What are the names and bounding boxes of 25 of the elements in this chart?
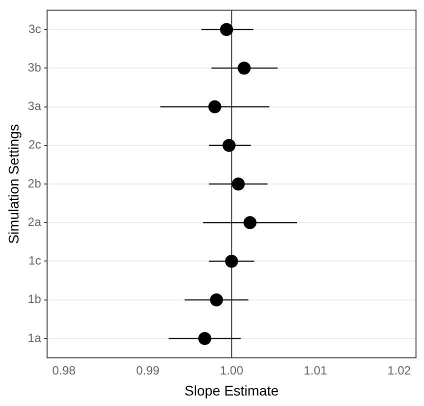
point: [238, 62, 251, 75]
y-tick-label: 3a: [28, 99, 42, 114]
x-tick-label: 0.99: [136, 363, 160, 378]
point: [210, 293, 223, 306]
y-tick-label: 2a: [28, 214, 42, 229]
x-tick-label: 1.01: [304, 363, 328, 378]
x-tick-label: 0.98: [52, 363, 76, 378]
y-axis-title: Simulation Settings: [5, 124, 22, 244]
y-tick-label: 1b: [28, 292, 42, 306]
y-tick-label: 2b: [28, 176, 42, 190]
point: [244, 216, 257, 230]
x-axis-title: Slope Estimate: [184, 382, 279, 398]
y-tick-label: 1c: [28, 254, 42, 268]
y-tick-label: 3c: [28, 22, 42, 36]
x-tick-label: 1.00: [220, 363, 244, 378]
y-tick-label: 3b: [28, 60, 42, 74]
y-tick-label: 2c: [28, 138, 42, 152]
point: [222, 138, 236, 152]
point: [232, 178, 245, 190]
y-tick-label: 1a: [28, 330, 42, 345]
x-tick-label: 1.02: [388, 363, 412, 378]
point: [220, 23, 234, 36]
point: [198, 332, 212, 345]
point: [208, 100, 222, 114]
point: [225, 254, 238, 268]
